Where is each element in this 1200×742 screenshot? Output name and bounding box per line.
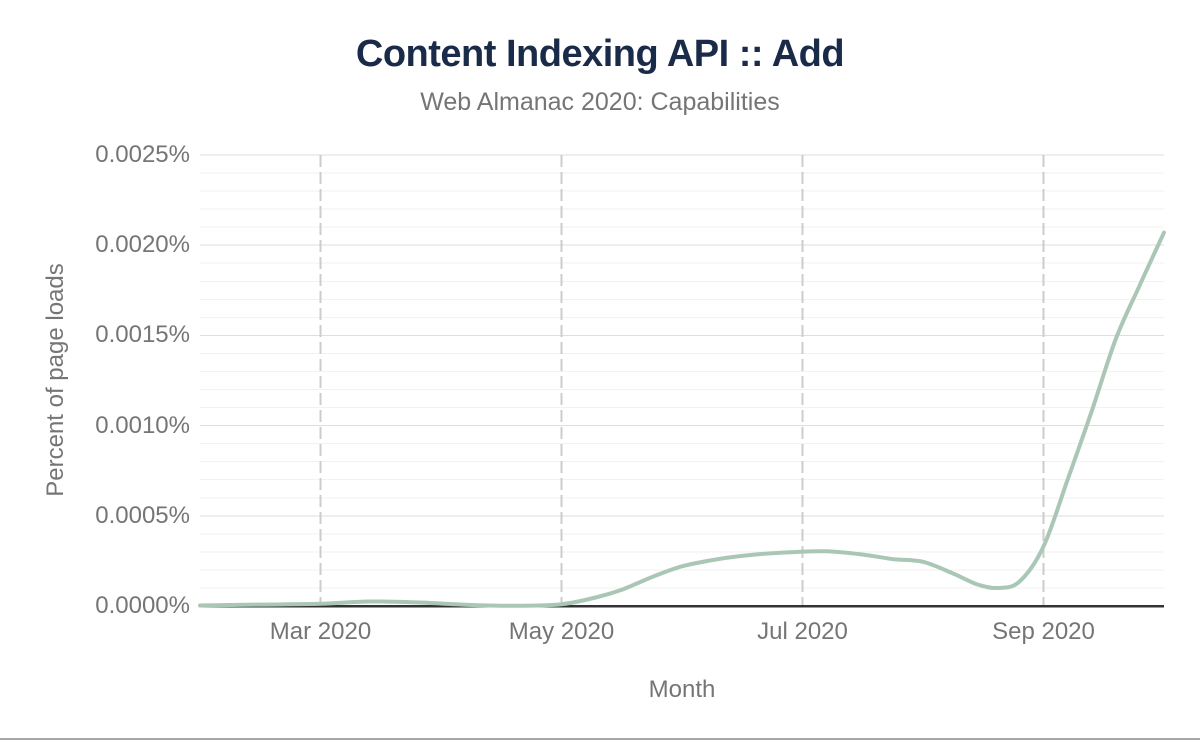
x-tick-label: Mar 2020	[269, 618, 372, 645]
x-axis-title: Month	[648, 676, 716, 703]
chart-title: Content Indexing API :: Add	[355, 33, 845, 75]
y-tick-label: 0.0005%	[95, 501, 190, 529]
x-tick-label: May 2020	[508, 618, 615, 645]
y-tick-label: 0.0010%	[95, 411, 190, 439]
bottom-divider	[0, 738, 1200, 740]
y-tick-label: 0.0015%	[95, 321, 190, 349]
y-tick-label: 0.0020%	[95, 231, 190, 259]
y-tick-label: 0.0025%	[95, 141, 190, 168]
series-line	[198, 230, 1166, 608]
y-axis-title: Percent of page loads	[42, 263, 69, 497]
x-tick-label: Sep 2020	[992, 618, 1095, 645]
chart-subtitle: Web Almanac 2020: Capabilities	[420, 88, 780, 116]
y-tick-label: 0.0000%	[95, 592, 190, 619]
x-tick-label: Jul 2020	[757, 618, 848, 645]
